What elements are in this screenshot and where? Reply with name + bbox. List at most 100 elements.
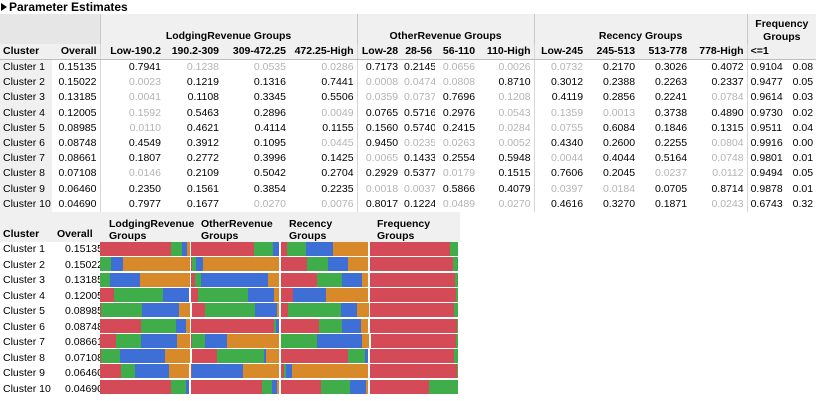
mosaic-overall-value: 0.08661: [65, 336, 103, 348]
mosaic-gap: [278, 379, 281, 394]
mosaic-segment: [110, 272, 141, 287]
mosaic-segment: [349, 379, 367, 394]
overall-value: 0.08661: [58, 152, 97, 165]
mosaic-segment: [111, 257, 123, 272]
collapse-triangle-icon[interactable]: [1, 3, 7, 11]
estimate-cell: 0.0270: [498, 197, 531, 210]
level-header: 245-513: [586, 44, 639, 60]
mosaic-segment: [280, 379, 322, 394]
estimate-cell: 0.3270: [602, 197, 636, 210]
mosaic-segment: [140, 333, 177, 348]
parameter-estimates-title[interactable]: Parameter Estimates: [0, 0, 128, 14]
overall-value: 0.07108: [58, 167, 97, 180]
mosaic-segment: [191, 364, 244, 379]
mosaic-segment: [370, 318, 458, 333]
mosaic-row: Cluster 2 0.15022: [0, 258, 460, 274]
estimate-cell: 0.1108: [187, 91, 219, 104]
estimate-cell: 0.1592: [99, 105, 164, 121]
estimate-cell: 0.0110: [99, 120, 164, 136]
mosaic-bar-row: [100, 303, 459, 318]
estimate-cell: 0.04: [792, 121, 814, 134]
table-row: Cluster 1 0.15135 0.7941 0.1238 0.0535 0.0286…: [0, 59, 816, 76]
mosaic-gap: [368, 333, 371, 348]
estimate-cell: 0.0543: [498, 106, 531, 119]
mosaic-gap: [368, 318, 371, 333]
estimate-cell: 0.0243: [711, 197, 744, 210]
parameter-estimates-table: LodgingRevenue Groups OtherRevenue Groups…: [0, 14, 816, 212]
estimate-cell: 0.02: [792, 106, 814, 119]
mosaic-segment: [191, 349, 218, 364]
mosaic-row: Cluster 10 0.04690: [0, 382, 460, 398]
estimate-cell: 0.08: [792, 61, 814, 74]
mosaic-segment: [261, 379, 273, 394]
estimate-cell: 0.5716: [404, 106, 436, 119]
mosaic-segment: [204, 333, 227, 348]
mosaic-segment: [101, 349, 121, 364]
estimate-cell: 0.0044: [533, 151, 587, 167]
estimate-cell: 0.1425: [321, 152, 354, 165]
estimate-cell: 0.5463: [186, 106, 219, 119]
estimate-cell: 0.0041: [99, 90, 164, 106]
cluster-label: Cluster 5: [0, 120, 52, 136]
estimate-cell: 0.1561: [186, 182, 219, 195]
mosaic-row: Cluster 8 0.07108: [0, 351, 460, 367]
table-row: Cluster 9 0.06460 0.2350 0.1561 0.3854 0.2235…: [0, 181, 816, 197]
mosaic-segment: [370, 303, 454, 318]
cluster-label: Cluster 8: [0, 166, 52, 182]
mosaic-gap: [279, 349, 281, 364]
estimate-cell: 0.1807: [99, 151, 164, 167]
mosaic-segment: [217, 349, 265, 364]
mosaic-gap: [368, 303, 371, 318]
mosaic-row: Cluster 6 0.08748: [0, 320, 460, 336]
mosaic-segment: [325, 287, 369, 302]
estimate-cell: 0.7977: [99, 196, 164, 212]
cluster-label: Cluster 7: [0, 151, 52, 167]
estimate-cell: 0.0489: [442, 197, 476, 210]
cluster-label: Cluster 2: [0, 75, 52, 91]
estimate-cell: 0.0804: [711, 137, 744, 150]
estimate-cell: 0.0748: [711, 152, 744, 165]
mosaic-segment: [316, 333, 362, 348]
mosaic-bar-row: [100, 364, 458, 379]
estimate-cell: 0.1155: [322, 121, 354, 134]
estimate-cell: 0.3026: [654, 61, 688, 74]
level-header: 110-High: [478, 44, 535, 60]
cluster-label: Cluster 1: [0, 59, 52, 76]
mosaic-segment: [140, 318, 176, 333]
mosaic-segment: [191, 257, 196, 272]
estimate-cell: 0.1208: [498, 91, 531, 104]
cluster-label: Cluster 6: [0, 135, 52, 152]
mosaic-header-frequency: Frequency Groups: [374, 212, 460, 242]
mosaic-segment: [120, 349, 166, 364]
estimate-cell: 0.1315: [711, 121, 744, 134]
estimate-cell: 0.0765: [356, 105, 402, 121]
cluster-label: Cluster 3: [0, 90, 52, 106]
level-header: 190.2-309: [164, 44, 222, 60]
estimate-cell: 0.0146: [99, 166, 164, 182]
estimate-cell: 0.0037: [404, 182, 436, 195]
estimate-cell: 0.2350: [99, 181, 164, 197]
estimate-cell: 0.3912: [186, 137, 219, 150]
overall-value: 0.12005: [58, 106, 97, 119]
estimate-cell: 0.7441: [321, 76, 354, 89]
mosaic-segment: [280, 349, 348, 364]
mosaic-segment: [280, 318, 319, 333]
overall-value: 0.15022: [58, 76, 97, 89]
mosaic-bar-row: [100, 379, 458, 394]
mosaic-segment: [274, 287, 279, 302]
mosaic-segment: [201, 272, 269, 287]
mosaic-cluster-label: Cluster 1: [3, 243, 46, 255]
level-header: 513-778: [638, 44, 691, 60]
mosaic-segment: [191, 303, 206, 318]
estimate-cell: 0.0112: [712, 167, 744, 180]
mosaic-segment: [280, 287, 293, 302]
estimate-cell: 0.0445: [321, 137, 354, 150]
mosaic-segment: [367, 349, 369, 364]
mosaic-segment: [186, 242, 190, 256]
mosaic-segment: [370, 242, 451, 256]
mosaic-gap: [279, 272, 281, 287]
cluster-label: Cluster 10: [0, 196, 52, 212]
mosaic-segment: [347, 349, 366, 364]
mosaic-gap: [189, 379, 192, 394]
estimate-cell: 0.1871: [654, 197, 688, 210]
